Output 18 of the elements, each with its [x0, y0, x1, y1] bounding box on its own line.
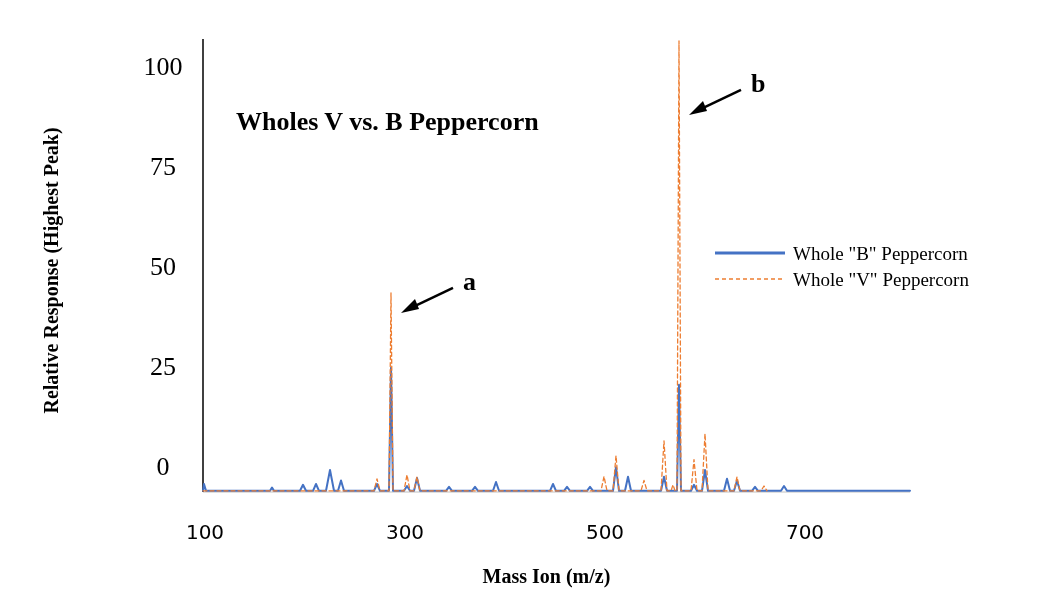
y-tick-label: 100 [143, 52, 183, 82]
line-series [202, 40, 768, 492]
annotation: a [463, 266, 476, 296]
y-tick-label: 0 [156, 452, 170, 482]
x-axis-title: Mass Ion (m/z) [482, 565, 611, 588]
y-axis-title: Relative Response (Highest Peak) [40, 127, 63, 414]
x-tick-label: 700 [785, 520, 825, 544]
annotation: b [751, 68, 766, 98]
x-tick-label: 500 [585, 520, 625, 544]
text: Wholes V vs. B Peppercorn [236, 107, 540, 136]
x-tick-label: 300 [385, 520, 425, 544]
y-tick-label: 75 [150, 152, 176, 182]
x-tick-label: 100 [185, 520, 225, 544]
legend-label: Whole "B" Peppercorn [793, 242, 969, 264]
line-series [202, 366, 911, 492]
y-tick-label: 25 [150, 352, 176, 382]
y-tick-label: 50 [150, 252, 176, 282]
legend-label: Whole "V" Peppercorn [793, 268, 970, 290]
